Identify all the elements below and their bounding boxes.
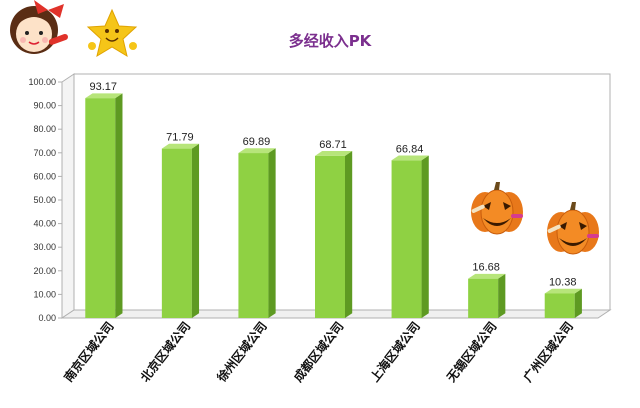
pumpkin-icon	[471, 182, 523, 235]
y-tick-label: 60.00	[33, 171, 56, 181]
bar	[85, 93, 123, 318]
bar	[544, 288, 582, 318]
y-tick-label: 50.00	[33, 195, 56, 205]
bar-front	[315, 155, 345, 318]
smiling-star-icon	[86, 8, 138, 58]
bar-top	[468, 273, 506, 279]
y-tick-label: 40.00	[33, 219, 56, 229]
category-label: 成都区域公司	[290, 319, 346, 385]
y-tick-label: 90.00	[33, 101, 56, 111]
data-label: 69.89	[243, 136, 271, 148]
bar-top	[238, 148, 276, 154]
bar-side	[498, 273, 506, 318]
y-tick-label: 70.00	[33, 148, 56, 158]
data-label: 10.38	[549, 277, 577, 289]
bar-side	[574, 288, 582, 318]
bar-front	[544, 293, 575, 318]
y-tick-label: 20.00	[33, 266, 56, 276]
bar-front	[85, 98, 116, 318]
data-label: 16.68	[472, 262, 500, 274]
category-label: 无锡区域公司	[443, 319, 500, 386]
bar-side	[115, 93, 123, 318]
bar-top	[161, 143, 200, 149]
side-wall	[61, 73, 75, 319]
y-tick-label: 10.00	[33, 289, 56, 299]
y-tick-label: 30.00	[33, 242, 56, 252]
data-label: 93.17	[90, 81, 118, 93]
bar-top	[315, 151, 353, 156]
bar-side	[345, 151, 353, 318]
cartoon-girl-icon	[10, 0, 69, 54]
category-label: 南京区域公司	[60, 319, 116, 385]
category-label: 北京区域公司	[137, 319, 193, 385]
data-label: 71.79	[166, 132, 194, 144]
bar	[315, 151, 353, 318]
bars	[85, 93, 582, 318]
y-tick-label: 100.00	[28, 77, 56, 87]
bar-side	[268, 148, 276, 318]
data-label: 68.71	[319, 139, 347, 151]
y-axis: 0.00 10.00 20.00 30.00 40.00 50.00 60.00 70.00 8…	[28, 77, 62, 323]
category-label: 广州区域公司	[520, 319, 576, 385]
bar-front	[161, 148, 192, 318]
chart-title: 多经收入PK	[289, 32, 373, 50]
pumpkin-icon	[547, 202, 599, 255]
bar	[391, 155, 429, 318]
category-label: 徐州区域公司	[213, 319, 270, 386]
x-axis: 南京区域公司 北京区域公司 徐州区域公司 成都区域公司 上海区域公司 无锡区域公司 广州区域…	[60, 319, 576, 386]
data-labels: 93.17 71.79 69.89 68.71 66.84 16.68 10.38	[90, 81, 577, 288]
bar-top	[391, 155, 429, 161]
bar-front	[391, 160, 422, 318]
y-tick-label: 80.00	[33, 124, 56, 134]
bar-front	[238, 153, 269, 318]
bar-side	[191, 143, 200, 318]
bar	[238, 148, 276, 318]
bar-top	[85, 93, 123, 99]
bar-top	[544, 288, 582, 294]
bar	[161, 143, 200, 318]
bar	[468, 273, 506, 318]
y-tick-label: 0.00	[38, 313, 56, 323]
bar-side	[421, 155, 429, 318]
bar-front	[468, 278, 499, 318]
data-label: 66.84	[396, 143, 424, 155]
category-label: 上海区域公司	[367, 319, 423, 385]
